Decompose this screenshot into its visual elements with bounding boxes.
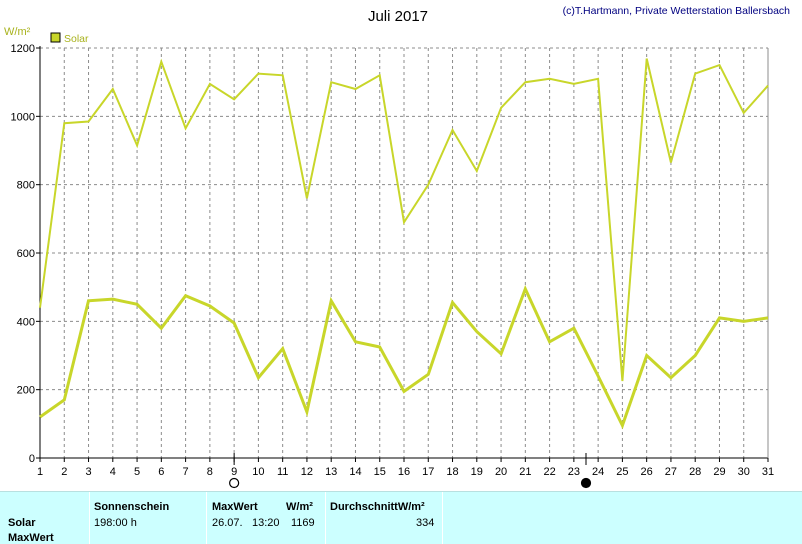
x-tick-label: 18 [446, 466, 458, 478]
copyright-text: (c)T.Hartmann, Private Wetterstation Bal… [563, 5, 791, 17]
series-line-max [39, 58, 769, 382]
x-tick-label: 7 [183, 466, 189, 478]
x-tick-label: 25 [616, 466, 628, 478]
x-tick-label: 17 [422, 466, 434, 478]
full-moon-marker [229, 477, 240, 489]
x-tick-label: 12 [301, 466, 313, 478]
max-value: 1169 [291, 517, 315, 529]
header-unit: W/m² [286, 501, 313, 513]
max-date: 26.07. [212, 517, 243, 529]
header-durchschnitt: DurchschnittW/m² [330, 501, 425, 513]
y-tick-label: 600 [17, 248, 35, 260]
chart: Juli 2017 (c)T.Hartmann, Private Wetters… [4, 5, 791, 489]
x-tick-label: 10 [252, 466, 264, 478]
x-tick-label: 3 [85, 466, 91, 478]
x-tick-label: 13 [325, 466, 337, 478]
x-tick-label: 16 [398, 466, 410, 478]
y-tick-label: 800 [17, 180, 35, 192]
legend-swatch [50, 32, 61, 43]
header-maxwert: MaxWert [212, 501, 258, 513]
x-tick-label: 26 [641, 466, 653, 478]
y-tick-label: 1200 [11, 43, 35, 55]
series-line-avg [39, 284, 769, 430]
x-tick-label: 4 [110, 466, 116, 478]
x-tick-label: 15 [374, 466, 386, 478]
y-tick-label: 200 [17, 385, 35, 397]
x-tick-label: 24 [592, 466, 604, 478]
row-label-maxwert: MaxWert [8, 532, 54, 544]
x-tick-label: 23 [568, 466, 580, 478]
y-tick-label: 0 [29, 453, 35, 465]
x-tick-label: 14 [349, 466, 361, 478]
header-sunshine: Sonnenschein [94, 501, 170, 513]
x-tick-label: 5 [134, 466, 140, 478]
max-time: 13:20 [252, 517, 280, 529]
x-tick-label: 21 [519, 466, 531, 478]
x-tick-label: 8 [207, 466, 213, 478]
moon-phase-markers [229, 453, 592, 489]
x-tick-label: 1 [37, 466, 43, 478]
row-label-solar: Solar [8, 517, 36, 529]
y-tick-label: 400 [17, 316, 35, 328]
grid [40, 47, 768, 458]
avg-value: 334 [416, 517, 435, 529]
sunshine-value: 198:00 h [94, 517, 137, 529]
y-tick-label: 1000 [11, 111, 35, 123]
x-tick-label: 9 [231, 466, 237, 478]
y-tick-labels: 0 200 400 600 800 1000 1200 [11, 43, 40, 465]
info-panel: Sonnenschein MaxWert W/m² DurchschnittW/… [0, 491, 802, 544]
series-lines [39, 58, 769, 430]
x-tick-label: 6 [158, 466, 164, 478]
x-tick-label: 20 [495, 466, 507, 478]
legend-label: Solar [64, 33, 89, 45]
chart-title: Juli 2017 [368, 8, 428, 25]
x-tick-label: 28 [689, 466, 701, 478]
new-moon-marker [580, 477, 592, 489]
x-tick-label: 11 [277, 466, 288, 478]
x-tick-label: 29 [713, 466, 725, 478]
x-tick-label: 31 [762, 466, 774, 478]
x-tick-label: 2 [61, 466, 67, 478]
x-tick-label: 22 [543, 466, 555, 478]
x-tick-labels: 1 2 3 4 5 6 7 8 9 10 11 12 13 14 15 16 17 18 19 20 21 22 23 24 2… [37, 458, 774, 478]
x-tick-label: 19 [471, 466, 483, 478]
x-tick-label: 30 [738, 466, 750, 478]
unit-label: W/m² [4, 26, 31, 38]
x-tick-label: 27 [665, 466, 677, 478]
